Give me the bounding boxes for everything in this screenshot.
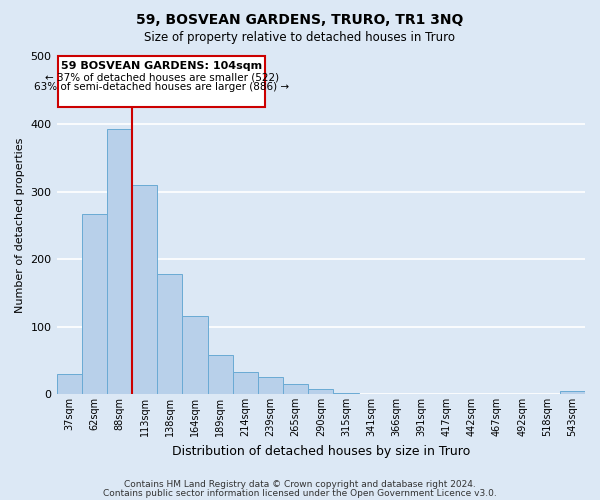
Text: Contains public sector information licensed under the Open Government Licence v3: Contains public sector information licen… xyxy=(103,488,497,498)
Text: 59 BOSVEAN GARDENS: 104sqm: 59 BOSVEAN GARDENS: 104sqm xyxy=(61,61,262,71)
X-axis label: Distribution of detached houses by size in Truro: Distribution of detached houses by size … xyxy=(172,444,470,458)
Bar xyxy=(132,185,157,394)
Text: Size of property relative to detached houses in Truro: Size of property relative to detached ho… xyxy=(145,31,455,44)
Text: 63% of semi-detached houses are larger (886) →: 63% of semi-detached houses are larger (… xyxy=(34,82,289,92)
Bar xyxy=(107,130,132,394)
Bar xyxy=(308,388,334,394)
Text: Contains HM Land Registry data © Crown copyright and database right 2024.: Contains HM Land Registry data © Crown c… xyxy=(124,480,476,489)
Y-axis label: Number of detached properties: Number of detached properties xyxy=(15,138,25,313)
FancyBboxPatch shape xyxy=(58,56,265,107)
Bar xyxy=(208,355,233,394)
Bar xyxy=(157,274,182,394)
Bar xyxy=(283,384,308,394)
Bar xyxy=(560,390,585,394)
Text: ← 37% of detached houses are smaller (522): ← 37% of detached houses are smaller (52… xyxy=(44,72,278,82)
Bar xyxy=(56,374,82,394)
Text: 59, BOSVEAN GARDENS, TRURO, TR1 3NQ: 59, BOSVEAN GARDENS, TRURO, TR1 3NQ xyxy=(136,12,464,26)
Bar xyxy=(233,372,258,394)
Bar xyxy=(182,316,208,394)
Bar xyxy=(82,214,107,394)
Bar xyxy=(258,377,283,394)
